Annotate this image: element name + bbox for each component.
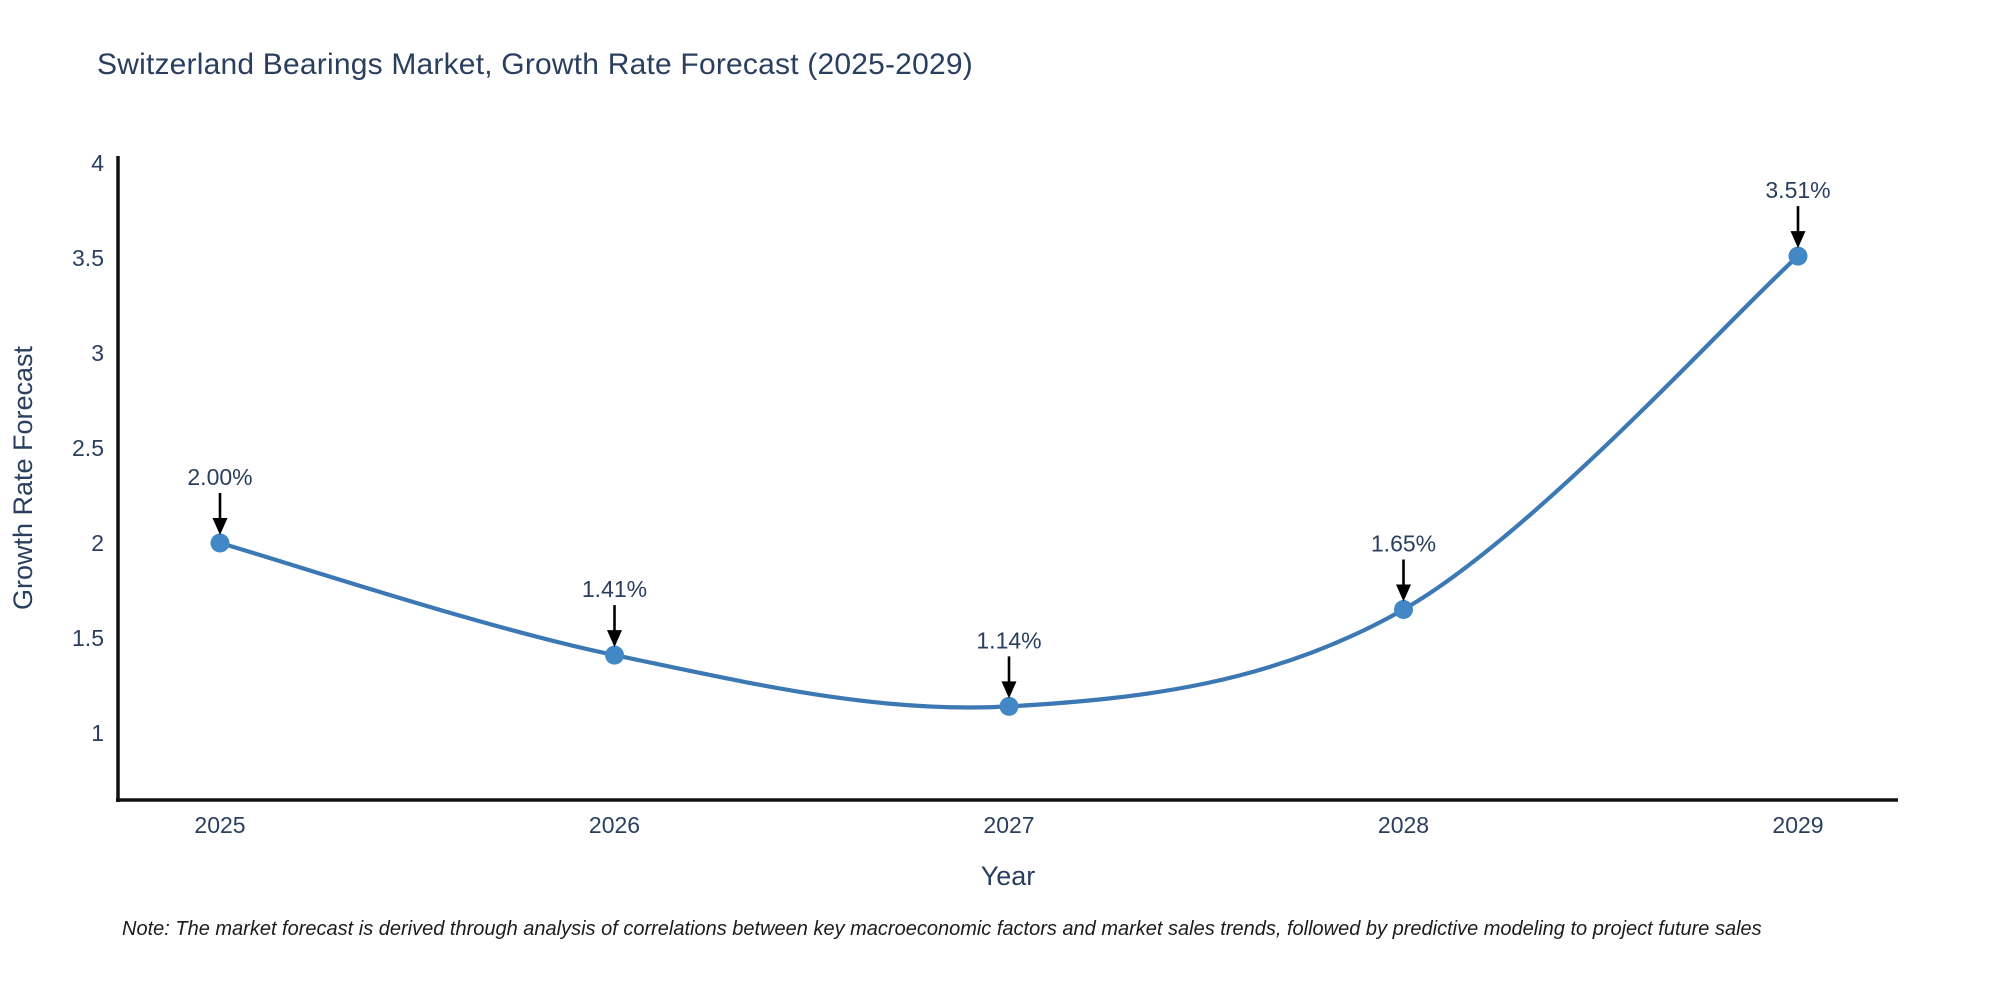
data-point-marker [1394,600,1413,619]
x-tick-label: 2026 [589,812,640,838]
data-point-marker [1788,246,1808,266]
footnote: Note: The market forecast is derived thr… [122,918,1762,940]
annotation-arrow-head [1396,584,1411,602]
y-tick-label: 3.5 [72,245,104,271]
point-value-label: 1.41% [582,576,647,602]
y-tick-label: 1 [91,720,104,746]
x-tick-label: 2028 [1378,812,1429,838]
annotation-arrow-head [1001,681,1017,699]
x-axis-title: Year [981,861,1036,891]
point-value-label: 1.65% [1371,531,1436,557]
data-point-marker [999,696,1019,716]
data-point-marker [210,533,230,553]
y-tick-label: 4 [91,150,104,176]
chart-title: Switzerland Bearings Market, Growth Rate… [97,48,973,81]
point-value-label: 2.00% [187,464,252,490]
annotation-arrow-head [1790,231,1806,249]
annotation-arrow-head [212,518,228,535]
x-tick-label: 2027 [983,812,1034,838]
point-value-label: 3.51% [1765,177,1830,203]
series-line [217,254,1801,710]
y-tick-label: 1.5 [72,625,104,651]
y-tick-label: 2 [91,530,104,556]
x-tick-label: 2029 [1772,812,1823,838]
x-tick-label: 2025 [194,812,245,838]
y-axis-title: Growth Rate Forecast [8,345,38,610]
data-point-marker [605,645,624,665]
point-value-label: 1.14% [976,627,1041,653]
y-tick-label: 2.5 [72,435,104,461]
annotation-arrow-head [607,630,622,648]
y-tick-label: 3 [91,340,104,366]
